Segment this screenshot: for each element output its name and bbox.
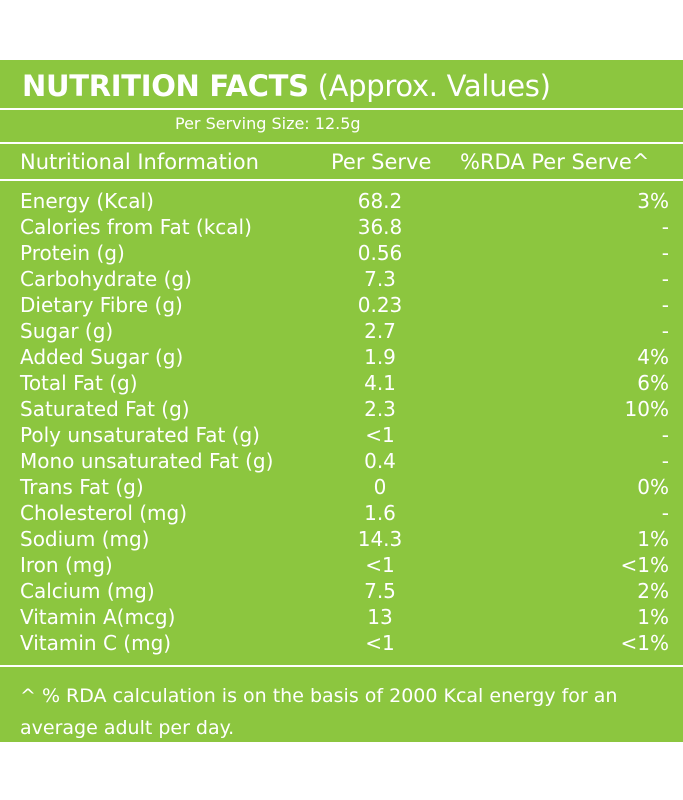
header-per-serve: Per Serve: [331, 150, 432, 174]
nutrient-row: Poly unsaturated Fat (g) <1 -: [0, 422, 683, 448]
nutrient-name: Sodium (mg): [20, 527, 150, 551]
nutrient-row: Cholesterol (mg) 1.6 -: [0, 500, 683, 526]
nutrient-rows: Energy (Kcal) 68.2 3% Calories from Fat (kc…: [0, 188, 683, 656]
nutrient-name: Poly unsaturated Fat (g): [20, 423, 260, 447]
nutrient-per-serve: 68.2: [357, 189, 403, 213]
nutrient-rda: -: [661, 293, 669, 317]
nutrient-row: Vitamin A(mcg) 13 1%: [0, 604, 683, 630]
nutrient-row: Protein (g) 0.56 -: [0, 240, 683, 266]
nutrient-per-serve: 0.23: [357, 293, 403, 317]
nutrient-row: Sugar (g) 2.7 -: [0, 318, 683, 344]
nutrient-rda: 1%: [637, 527, 669, 551]
nutrient-per-serve: <1: [365, 553, 395, 577]
nutrient-rda: 4%: [637, 345, 669, 369]
nutrition-facts-panel: NUTRITION FACTS (Approx. Values) Per Ser…: [0, 60, 683, 742]
nutrient-name: Saturated Fat (g): [20, 397, 190, 421]
nutrient-rda: -: [661, 449, 669, 473]
nutrient-per-serve: 4.1: [364, 371, 396, 395]
nutrient-name: Dietary Fibre (g): [20, 293, 183, 317]
nutrient-name: Calcium (mg): [20, 579, 155, 603]
nutrient-per-serve: 1.9: [364, 345, 396, 369]
nutrient-name: Added Sugar (g): [20, 345, 184, 369]
nutrient-rda: 6%: [637, 371, 669, 395]
nutrient-name: Carbohydrate (g): [20, 267, 192, 291]
nutrient-rda: -: [661, 423, 669, 447]
nutrient-row: Iron (mg) <1 <1%: [0, 552, 683, 578]
nutrient-name: Energy (Kcal): [20, 189, 154, 213]
nutrient-per-serve: 7.3: [364, 267, 396, 291]
nutrient-row: Carbohydrate (g) 7.3 -: [0, 266, 683, 292]
divider-header: [0, 179, 683, 181]
nutrient-name: Iron (mg): [20, 553, 113, 577]
nutrient-per-serve: 2.3: [364, 397, 396, 421]
nutrient-row: Total Fat (g) 4.1 6%: [0, 370, 683, 396]
nutrient-per-serve: 14.3: [357, 527, 403, 551]
nutrient-rda: 10%: [624, 397, 669, 421]
header-nutritional-information: Nutritional Information: [20, 150, 259, 174]
nutrient-row: Calories from Fat (kcal) 36.8 -: [0, 214, 683, 240]
nutrient-per-serve: 1.6: [364, 501, 396, 525]
nutrient-rda: <1%: [620, 631, 670, 655]
nutrient-row: Calcium (mg) 7.5 2%: [0, 578, 683, 604]
nutrient-row: Dietary Fibre (g) 0.23 -: [0, 292, 683, 318]
nutrient-row: Sodium (mg) 14.3 1%: [0, 526, 683, 552]
divider-serving: [0, 142, 683, 144]
nutrient-name: Vitamin C (mg): [20, 631, 172, 655]
nutrient-per-serve: 0: [373, 475, 387, 499]
nutrient-row: Saturated Fat (g) 2.3 10%: [0, 396, 683, 422]
nutrient-rda: -: [661, 501, 669, 525]
nutrient-row: Added Sugar (g) 1.9 4%: [0, 344, 683, 370]
nutrient-name: Sugar (g): [20, 319, 114, 343]
nutrient-name: Trans Fat (g): [20, 475, 144, 499]
header-rda-per-serve: %RDA Per Serve^: [460, 150, 650, 174]
nutrient-per-serve: 7.5: [364, 579, 396, 603]
nutrient-name: Vitamin A(mcg): [20, 605, 176, 629]
divider-top: [0, 108, 683, 110]
nutrient-per-serve: <1: [365, 631, 395, 655]
nutrient-per-serve: 13: [367, 605, 393, 629]
nutrient-name: Cholesterol (mg): [20, 501, 188, 525]
nutrient-rda: -: [661, 319, 669, 343]
nutrient-row: Trans Fat (g) 0 0%: [0, 474, 683, 500]
rda-footnote: ^ % RDA calculation is on the basis of 2…: [20, 685, 618, 739]
nutrient-rda: 3%: [637, 189, 669, 213]
nutrient-rda: 2%: [637, 579, 669, 603]
serving-size: Per Serving Size: 12.5g: [175, 114, 361, 133]
nutrient-per-serve: 2.7: [364, 319, 396, 343]
nutrient-per-serve: 36.8: [357, 215, 403, 239]
nutrient-per-serve: 0.56: [357, 241, 403, 265]
nutrient-per-serve: <1: [365, 423, 395, 447]
nutrient-row: Mono unsaturated Fat (g) 0.4 -: [0, 448, 683, 474]
nutrition-title-suffix: (Approx. Values): [308, 69, 551, 103]
nutrient-rda: <1%: [620, 553, 670, 577]
nutrient-row: Vitamin C (mg) <1 <1%: [0, 630, 683, 656]
nutrient-rda: 0%: [637, 475, 669, 499]
nutrition-title-bold: NUTRITION FACTS: [22, 69, 309, 103]
divider-bottom: [0, 665, 683, 667]
nutrient-rda: 1%: [637, 605, 669, 629]
nutrient-name: Mono unsaturated Fat (g): [20, 449, 274, 473]
nutrient-rda: -: [661, 215, 669, 239]
nutrient-name: Calories from Fat (kcal): [20, 215, 252, 239]
nutrient-name: Protein (g): [20, 241, 125, 265]
nutrient-rda: -: [661, 267, 669, 291]
nutrient-rda: -: [661, 241, 669, 265]
nutrient-per-serve: 0.4: [364, 449, 396, 473]
nutrient-row: Energy (Kcal) 68.2 3%: [0, 188, 683, 214]
nutrition-title: NUTRITION FACTS (Approx. Values): [22, 66, 551, 106]
nutrient-name: Total Fat (g): [20, 371, 138, 395]
